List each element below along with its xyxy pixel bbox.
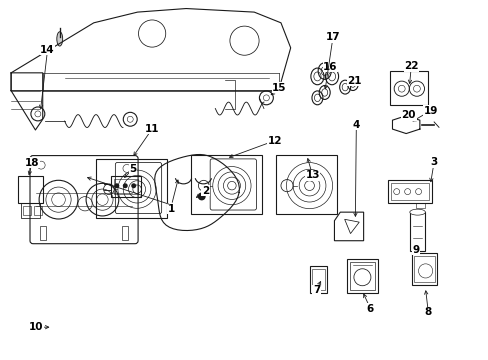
- Bar: [409, 212, 425, 251]
- Text: 21: 21: [346, 76, 361, 86]
- Text: 2: 2: [202, 186, 209, 196]
- Circle shape: [122, 183, 127, 188]
- Text: 11: 11: [144, 124, 159, 134]
- Text: 9: 9: [412, 245, 419, 255]
- Bar: [40, 226, 46, 240]
- Text: 12: 12: [267, 136, 281, 146]
- Bar: [96, 158, 166, 217]
- Text: 18: 18: [25, 158, 39, 168]
- Circle shape: [131, 183, 136, 188]
- Bar: [349, 262, 374, 289]
- Bar: [21, 203, 40, 217]
- Bar: [411, 253, 436, 285]
- Text: 7: 7: [312, 285, 320, 295]
- Circle shape: [114, 183, 119, 188]
- Ellipse shape: [57, 32, 62, 46]
- Bar: [346, 258, 377, 293]
- Bar: [191, 155, 261, 214]
- Text: 10: 10: [29, 322, 43, 332]
- Bar: [387, 180, 431, 203]
- Text: 4: 4: [352, 120, 359, 130]
- Bar: [122, 226, 127, 240]
- Text: 16: 16: [323, 62, 337, 72]
- Text: 14: 14: [40, 45, 55, 55]
- Text: 8: 8: [424, 307, 431, 317]
- Text: 3: 3: [429, 157, 437, 167]
- Text: 22: 22: [403, 62, 418, 71]
- Circle shape: [197, 193, 205, 201]
- Bar: [389, 71, 427, 105]
- Bar: [114, 179, 138, 194]
- Text: 15: 15: [272, 83, 286, 93]
- Bar: [390, 183, 428, 200]
- Ellipse shape: [409, 209, 425, 215]
- Text: 20: 20: [401, 110, 415, 120]
- Text: 6: 6: [366, 303, 373, 314]
- Bar: [34, 206, 41, 215]
- Text: 13: 13: [305, 170, 319, 180]
- Text: 17: 17: [325, 32, 340, 42]
- Bar: [23, 206, 31, 215]
- Bar: [19, 176, 42, 203]
- Bar: [413, 256, 434, 282]
- Text: 1: 1: [167, 203, 175, 213]
- Text: 5: 5: [129, 164, 136, 174]
- Bar: [276, 155, 336, 214]
- Bar: [309, 266, 326, 293]
- Bar: [111, 176, 141, 197]
- Bar: [415, 203, 424, 208]
- Text: 19: 19: [423, 106, 437, 116]
- Bar: [311, 269, 325, 289]
